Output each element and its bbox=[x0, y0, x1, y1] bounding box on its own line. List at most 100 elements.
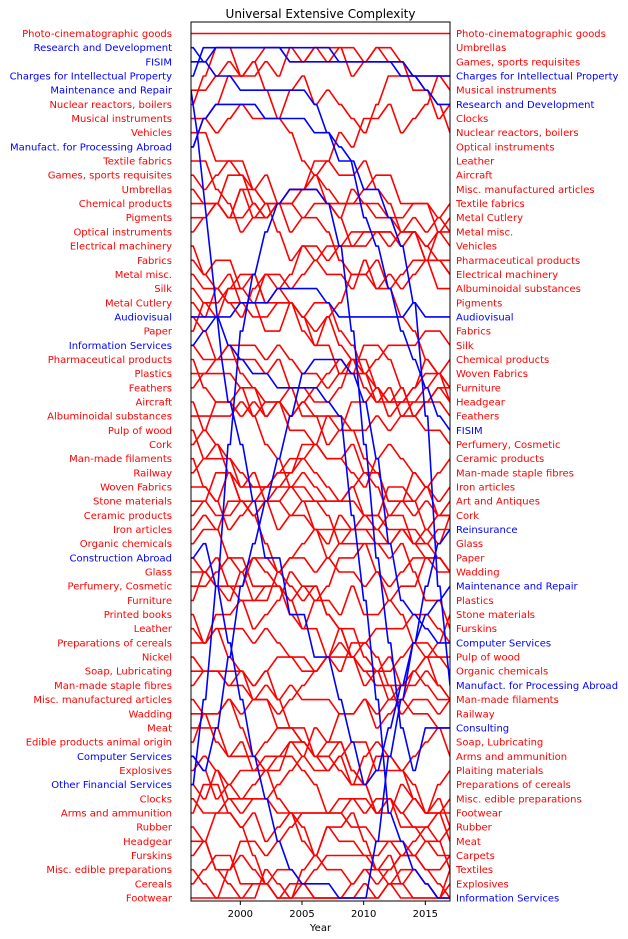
right-label: Plaiting materials bbox=[456, 766, 543, 777]
series-line-goods bbox=[191, 557, 450, 701]
right-label: Information Services bbox=[456, 894, 559, 905]
left-label: Meat bbox=[147, 723, 172, 734]
left-label: Iron articles bbox=[113, 525, 172, 536]
right-label: Ceramic products bbox=[456, 454, 544, 465]
left-label: Nuclear reactors, boilers bbox=[49, 100, 172, 111]
left-label: Soap, Lubricating bbox=[85, 667, 172, 678]
series-line-goods bbox=[191, 344, 450, 417]
left-label: Information Services bbox=[69, 341, 172, 352]
left-label: Pharmaceutical products bbox=[48, 355, 172, 366]
right-label: Preparations of cereals bbox=[456, 780, 571, 791]
series-line-goods bbox=[191, 75, 450, 205]
left-label: Feathers bbox=[129, 383, 172, 394]
right-label: Plastics bbox=[456, 596, 494, 607]
left-label: Glass bbox=[145, 568, 172, 579]
series-line-goods bbox=[191, 231, 450, 304]
left-label: Wadding bbox=[128, 709, 172, 720]
right-label: Stone materials bbox=[456, 610, 535, 621]
right-label: Man-made staple fibres bbox=[456, 468, 574, 479]
right-label: Metal misc. bbox=[456, 227, 513, 238]
right-label: Organic chemicals bbox=[456, 667, 548, 678]
series-line-goods bbox=[191, 741, 450, 814]
left-label: Furskins bbox=[131, 851, 172, 862]
right-label: Optical instruments bbox=[456, 142, 555, 153]
left-label: Organic chemicals bbox=[80, 539, 172, 550]
series-line-goods bbox=[191, 812, 450, 899]
right-label: Meat bbox=[456, 837, 481, 848]
right-label: Nuclear reactors, boilers bbox=[456, 128, 579, 139]
left-label: Clocks bbox=[140, 794, 172, 805]
right-label: Arms and ammunition bbox=[456, 752, 567, 763]
left-label: Pulp of wood bbox=[108, 426, 172, 437]
left-label: Leather bbox=[134, 624, 173, 635]
right-label: Rubber bbox=[456, 823, 493, 834]
left-label: Silk bbox=[154, 284, 172, 295]
x-tick-label: 2015 bbox=[413, 909, 438, 920]
series-line-goods bbox=[191, 131, 450, 247]
chart-title: Universal Extensive Complexity bbox=[226, 7, 416, 21]
x-tick-label: 2000 bbox=[228, 909, 253, 920]
x-axis: 2000 2005 2010 2015 bbox=[228, 901, 438, 920]
left-label: Vehicles bbox=[131, 128, 172, 139]
right-label: Leather bbox=[456, 157, 495, 168]
left-label: Metal misc. bbox=[115, 270, 172, 281]
right-label: Soap, Lubricating bbox=[456, 738, 543, 749]
right-label: Footwear bbox=[456, 808, 503, 819]
series-line-goods bbox=[191, 358, 450, 417]
left-label: FISIM bbox=[145, 57, 172, 68]
right-label: FISIM bbox=[456, 426, 483, 437]
series-line-services bbox=[191, 316, 450, 899]
left-label: Plastics bbox=[134, 369, 172, 380]
left-label: Optical instruments bbox=[73, 227, 172, 238]
series-line-goods bbox=[191, 854, 450, 899]
left-label: Games, sports requisites bbox=[48, 171, 172, 182]
right-label: Paper bbox=[456, 553, 485, 564]
right-label: Misc. manufactured articles bbox=[456, 185, 595, 196]
left-label: Misc. edible preparations bbox=[46, 865, 172, 876]
right-label: Musical instruments bbox=[456, 86, 557, 97]
right-label: Perfumery, Cosmetic bbox=[456, 440, 560, 451]
series-line-goods bbox=[191, 500, 450, 629]
right-label: Misc. edible preparations bbox=[456, 794, 582, 805]
right-label: Aircraft bbox=[456, 171, 493, 182]
series-line-services bbox=[191, 529, 450, 899]
series-line-goods bbox=[191, 358, 450, 502]
left-label: Electrical machinery bbox=[70, 242, 172, 253]
right-label: Audiovisual bbox=[456, 312, 514, 323]
left-label: Musical instruments bbox=[71, 114, 172, 125]
right-label: Glass bbox=[456, 539, 483, 550]
right-label: Pulp of wood bbox=[456, 653, 520, 664]
right-label: Furskins bbox=[456, 624, 497, 635]
x-axis-title: Year bbox=[309, 923, 332, 934]
right-label: Reinsurance bbox=[456, 525, 518, 536]
series-line-goods bbox=[191, 46, 450, 120]
series-line-goods bbox=[191, 542, 450, 701]
x-tick-label: 2005 bbox=[289, 909, 314, 920]
left-label: Charges for Intellectual Property bbox=[10, 72, 173, 83]
left-label: Headgear bbox=[123, 837, 173, 848]
left-label: Metal Cutlery bbox=[105, 298, 172, 309]
series-line-goods bbox=[191, 798, 450, 871]
left-label: Footwear bbox=[126, 894, 173, 905]
left-label: Research and Development bbox=[34, 43, 172, 54]
right-label: Pharmaceutical products bbox=[456, 256, 580, 267]
left-label: Rubber bbox=[136, 823, 173, 834]
series-line-services bbox=[191, 61, 450, 431]
left-labels: Photo-cinematographic goods Research and … bbox=[10, 29, 173, 905]
right-label: Electrical machinery bbox=[456, 270, 558, 281]
left-label: Construction Abroad bbox=[69, 553, 172, 564]
right-label: Man-made filaments bbox=[456, 695, 559, 706]
right-label: Woven Fabrics bbox=[456, 369, 528, 380]
right-label: Headgear bbox=[456, 397, 506, 408]
right-label: Clocks bbox=[456, 114, 488, 125]
right-label: Wadding bbox=[456, 568, 500, 579]
left-label: Ceramic products bbox=[84, 511, 172, 522]
left-label: Printed books bbox=[104, 610, 172, 621]
series-line-goods bbox=[191, 670, 450, 828]
x-tick-label: 2010 bbox=[351, 909, 376, 920]
right-label: Consulting bbox=[456, 723, 509, 734]
right-label: Research and Development bbox=[456, 100, 594, 111]
left-label: Man-made staple fibres bbox=[54, 681, 172, 692]
right-label: Charges for Intellectual Property bbox=[456, 72, 619, 83]
